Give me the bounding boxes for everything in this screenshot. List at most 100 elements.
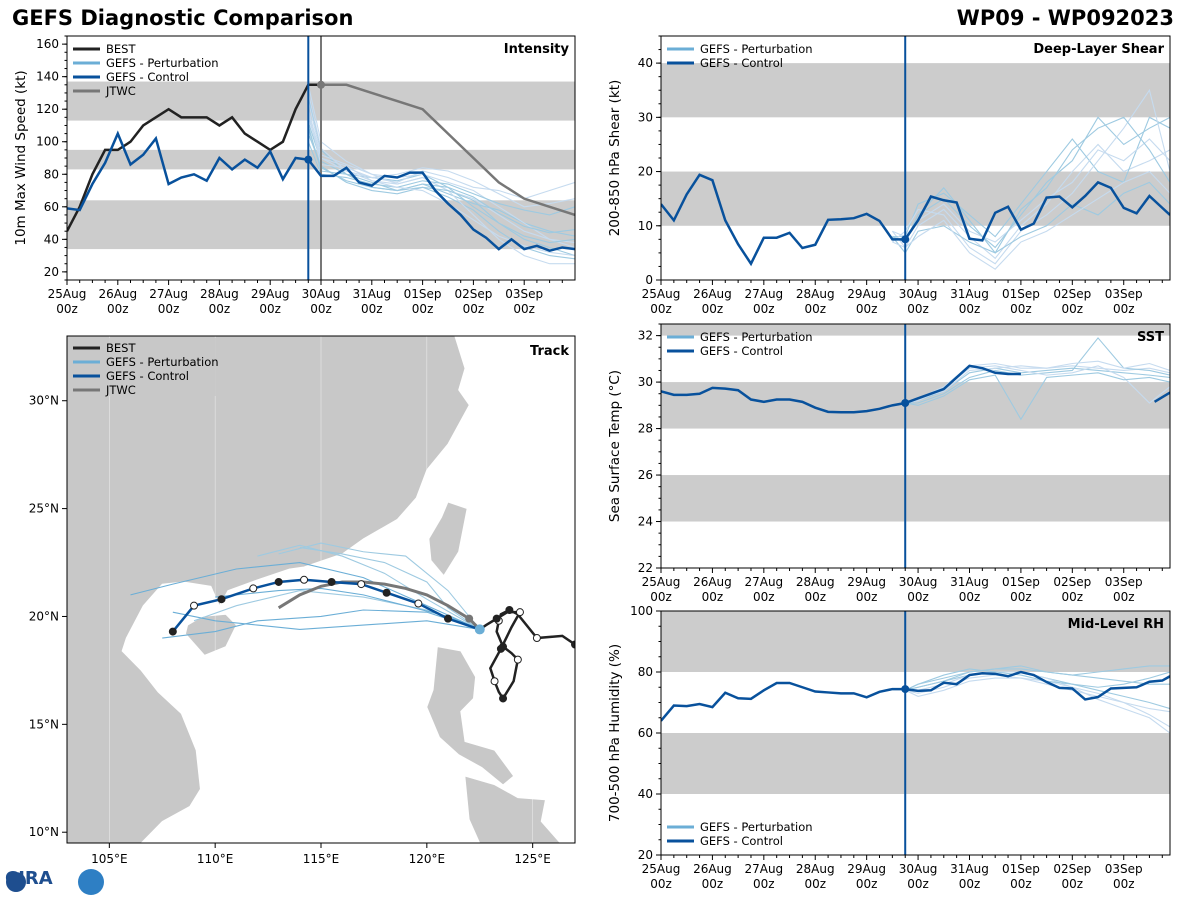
- sst-perturbation-member: [905, 337, 1170, 404]
- rh-xtick-label: 31Aug: [950, 862, 989, 876]
- shear-perturbation-member: [892, 88, 1170, 265]
- rh-xtick-label: 30Aug: [899, 862, 938, 876]
- intensity-plot-area: [67, 36, 575, 280]
- intensity-xtick-label: 29Aug: [251, 287, 290, 301]
- sst-xtick-label: 00z: [804, 590, 826, 604]
- intensity-perturbation-member: [307, 84, 575, 248]
- sst-legend-label: GEFS - Control: [700, 344, 783, 358]
- intensity-xtick-label: 00z: [259, 302, 281, 316]
- control-track-point: [414, 599, 423, 608]
- rh-perturbation-member: [905, 665, 1170, 691]
- perturbation-track: [299, 546, 481, 630]
- intensity-series-jtwc: [321, 83, 575, 217]
- track-ytick-label: 15°N: [29, 717, 59, 731]
- shear-ytick-label: 20: [638, 165, 653, 179]
- track-legend-label: GEFS - Control: [106, 369, 189, 383]
- intensity-xtick-label: 28Aug: [200, 287, 239, 301]
- shear-legend-label: GEFS - Control: [700, 56, 783, 70]
- shear-xtick-label: 00z: [702, 302, 724, 316]
- intensity-xtick-label: 25Aug: [48, 287, 87, 301]
- taiwan-island: [428, 501, 468, 577]
- control-track-point: [168, 627, 177, 636]
- rh-xtick-label: 00z: [856, 877, 878, 891]
- track-title: Track: [530, 344, 569, 359]
- intensity-ytick-label: 120: [36, 102, 59, 116]
- intensity-xtick-label: 00z: [209, 302, 231, 316]
- sst-legend-label: GEFS - Perturbation: [700, 330, 813, 344]
- track-ytick-label: 30°N: [29, 394, 59, 408]
- shear-perturbation-member: [891, 181, 1170, 254]
- sst-ytick-label: 24: [638, 515, 653, 529]
- intensity-xtick-label: 01Sep: [404, 287, 442, 301]
- rh-ytick-label: 60: [638, 726, 653, 740]
- intensity-xtick-label: 00z: [158, 302, 180, 316]
- intensity-xtick-label: 00z: [412, 302, 434, 316]
- rh-ylabel: 700-500 hPa Humidity (%): [607, 644, 623, 822]
- shear-perturbation-member: [892, 116, 1170, 254]
- control-track-point: [190, 601, 198, 610]
- sst-xtick-label: 29Aug: [847, 575, 886, 589]
- best-track-point: [496, 644, 505, 653]
- cira-logo-seal: [78, 869, 104, 895]
- shear-xtick-label: 25Aug: [642, 287, 681, 301]
- shear-init-marker: [901, 235, 910, 244]
- rh-band-0: [661, 733, 1170, 794]
- shear-xtick-label: 01Sep: [1002, 287, 1040, 301]
- shear-ylabel: 200-850 hPa Shear (kt): [607, 80, 623, 237]
- shear-perturbation-member: [891, 143, 1170, 260]
- storm-id: WP09 - WP092023: [956, 6, 1174, 30]
- shear-xtick-label: 00z: [856, 302, 878, 316]
- track-xtick-label: 120°E: [409, 852, 446, 866]
- intensity-jtwc-marker: [317, 80, 325, 89]
- shear-series-gefs-control: [661, 173, 1170, 267]
- shear-band-0: [661, 171, 1170, 226]
- sst-frame: [660, 323, 1171, 569]
- shear-plot-area: [661, 36, 1170, 280]
- track-map-area: [67, 336, 575, 843]
- jtwc-track: [277, 580, 481, 631]
- rh-ytick-label: 100: [630, 604, 653, 618]
- intensity-xtick-label: 00z: [361, 302, 383, 316]
- track-xtick-label: 115°E: [303, 852, 340, 866]
- intensity-ylabel: 10m Max Wind Speed (kt): [13, 70, 29, 245]
- shear-perturbation-member: [892, 170, 1170, 270]
- rh-xtick-label: 00z: [1113, 877, 1135, 891]
- track-ytick-label: 25°N: [29, 502, 59, 516]
- perturbation-track: [172, 611, 480, 630]
- shear-xtick-label: 00z: [650, 302, 672, 316]
- sst-band-2: [661, 324, 1170, 336]
- control-track-point: [327, 577, 336, 586]
- intensity-series-gefs-control: [67, 130, 575, 253]
- sst-ytick-label: 32: [638, 329, 653, 343]
- intensity-init-marker: [304, 155, 313, 164]
- sst-xtick-label: 03Sep: [1105, 575, 1143, 589]
- best-track-point: [492, 614, 501, 623]
- perturbation-track: [162, 609, 480, 639]
- rh-xtick-label: 02Sep: [1053, 862, 1091, 876]
- intensity-ytick-label: 40: [44, 232, 59, 246]
- intensity-xtick-label: 00z: [463, 302, 485, 316]
- intensity-xtick-label: 00z: [513, 302, 535, 316]
- rh-title: Mid-Level RH: [1068, 617, 1164, 632]
- rh-perturbation-member: [904, 665, 1170, 691]
- perturbation-track: [130, 561, 480, 630]
- rh-xtick-label: 27Aug: [744, 862, 783, 876]
- sst-xtick-label: 00z: [1010, 590, 1032, 604]
- rh-perturbation-member: [904, 668, 1170, 691]
- track-init-point: [474, 624, 485, 635]
- rh-xtick-label: 03Sep: [1105, 862, 1143, 876]
- sst-perturbation-member: [905, 362, 1170, 404]
- shear-legend-label: GEFS - Perturbation: [700, 42, 813, 56]
- cira-logo: CIRA: [5, 868, 53, 889]
- rh-series-gefs-control: [661, 670, 1170, 722]
- rh-band-1: [661, 611, 1170, 672]
- intensity-legend-label: JTWC: [105, 84, 136, 98]
- sst-xtick-label: 00z: [702, 590, 724, 604]
- shear-xtick-label: 30Aug: [899, 287, 938, 301]
- best-track-point: [532, 634, 541, 643]
- sst-band-0: [661, 475, 1170, 522]
- shear-xtick-label: 00z: [959, 302, 981, 316]
- sst-xtick-label: 02Sep: [1053, 575, 1091, 589]
- sst-xtick-label: 00z: [907, 590, 929, 604]
- sst-title: SST: [1137, 330, 1164, 345]
